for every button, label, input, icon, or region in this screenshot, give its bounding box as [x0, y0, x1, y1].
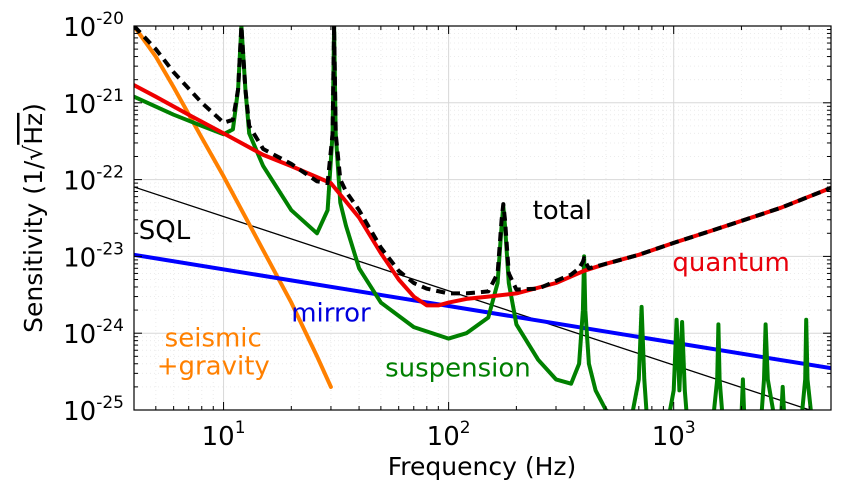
annotation-seismic: seismic	[165, 323, 262, 353]
annotations: total SQL quantum mirror seismic+gravity susp…	[139, 196, 790, 383]
y-axis-title-root: √	[19, 145, 48, 161]
ticks: 101 102 103 10-25 10-24 10-23 10-22 10-21 10-20	[63, 9, 832, 452]
y-tick-label: 10-23	[63, 239, 124, 273]
y-axis-title-prefix: Sensitivity (1/	[19, 160, 48, 333]
annotation-total: total	[533, 196, 592, 226]
y-tick-label: 10-21	[63, 86, 124, 120]
y-axis-title: Sensitivity (1/√Hz)	[19, 103, 48, 333]
x-tick-label: 101	[202, 418, 246, 452]
x-tick-label: 103	[652, 418, 696, 452]
annotation-quantum: quantum	[672, 248, 789, 278]
y-axis-title-suffix: )	[19, 103, 48, 113]
y-tick-label: 10-25	[63, 393, 124, 427]
y-tick-label: 10-22	[63, 163, 124, 197]
annotation-gravity: +gravity	[157, 351, 270, 381]
series-seismic-line	[134, 26, 333, 389]
y-tick-label: 10-20	[63, 9, 124, 43]
series-total-line	[134, 26, 831, 296]
x-tick-label: 102	[427, 418, 471, 452]
y-tick-label: 10-24	[63, 316, 124, 350]
series-quantum-line	[134, 83, 831, 308]
plot-frame	[133, 25, 832, 411]
annotation-mirror: mirror	[291, 299, 371, 329]
series-mirror-line	[134, 252, 831, 371]
y-axis-title-radicand: Hz	[19, 113, 48, 145]
x-axis-title: Frequency (Hz)	[388, 452, 577, 481]
series-layer	[134, 26, 831, 410]
annotation-sql: SQL	[139, 216, 191, 246]
annotation-suspension: suspension	[385, 353, 531, 383]
